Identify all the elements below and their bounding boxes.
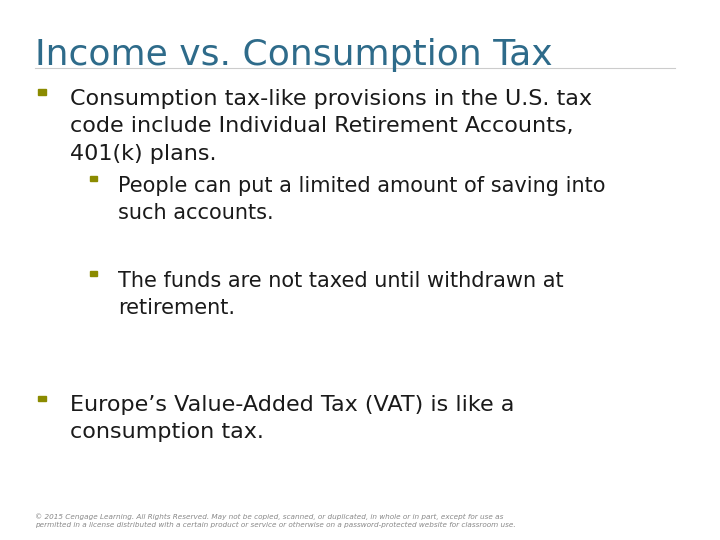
Text: People can put a limited amount of saving into
such accounts.: People can put a limited amount of savin… — [118, 176, 606, 222]
Text: The funds are not taxed until withdrawn at
retirement.: The funds are not taxed until withdrawn … — [118, 271, 564, 318]
Text: Consumption tax-like provisions in the U.S. tax
code include Individual Retireme: Consumption tax-like provisions in the U… — [70, 89, 592, 164]
FancyBboxPatch shape — [91, 271, 97, 276]
FancyBboxPatch shape — [91, 176, 97, 181]
Text: © 2015 Cengage Learning. All Rights Reserved. May not be copied, scanned, or dup: © 2015 Cengage Learning. All Rights Rese… — [35, 514, 516, 528]
Text: Income vs. Consumption Tax: Income vs. Consumption Tax — [35, 38, 552, 72]
FancyBboxPatch shape — [38, 395, 46, 402]
FancyBboxPatch shape — [38, 89, 46, 95]
Text: Europe’s Value-Added Tax (VAT) is like a
consumption tax.: Europe’s Value-Added Tax (VAT) is like a… — [70, 395, 514, 442]
